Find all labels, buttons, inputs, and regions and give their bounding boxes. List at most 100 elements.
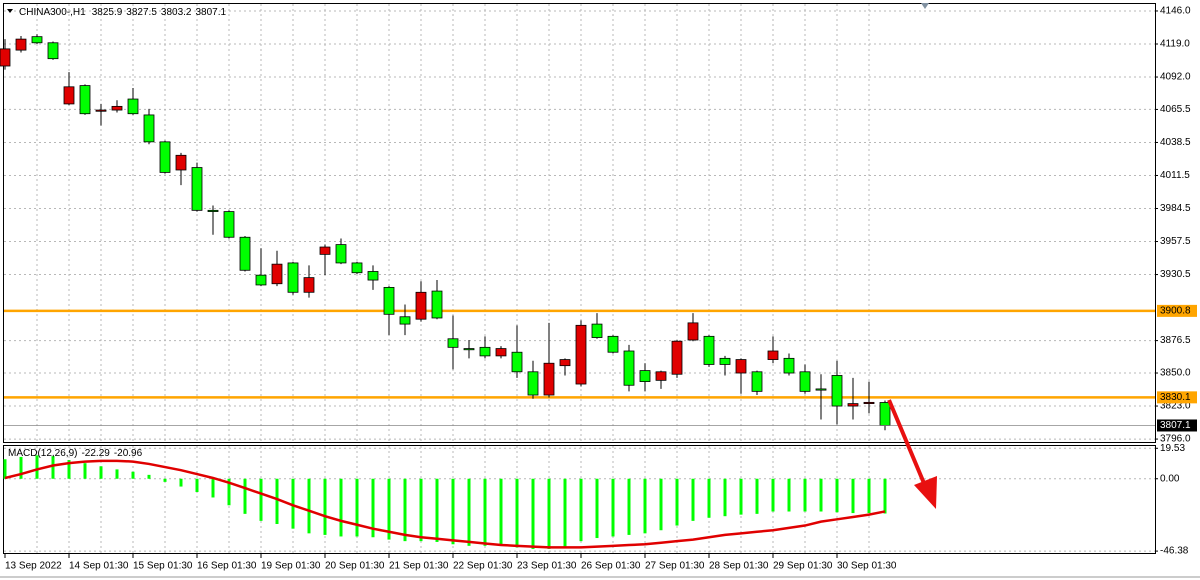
candle-body [719,357,731,365]
y-tick-label: 3796.0 [1160,434,1191,445]
macd-bar [179,478,183,487]
macd-bar [659,478,663,531]
macd-bar [515,478,519,548]
candle-body [175,154,187,171]
macd-bar [227,478,231,506]
candle-body [47,42,59,60]
macd-bar [851,478,855,514]
y-tick-label: 3876.5 [1160,335,1191,346]
y-tick-label: 3850.0 [1160,368,1191,379]
candle-body [623,350,635,386]
macd-bar [387,478,391,540]
x-tick-label: 27 Sep 01:30 [645,561,705,572]
candle-body [527,371,539,396]
x-tick-label: 20 Sep 01:30 [325,561,385,572]
candle-body [399,316,411,325]
macd-bar [451,478,455,545]
macd-bar [355,478,359,537]
macd-bar [307,478,311,534]
macd-bar [691,478,695,521]
x-tick-label: 29 Sep 01:30 [773,561,833,572]
macd-panel-border [3,445,1156,554]
y-tick-label: -46.38 [1160,546,1189,557]
macd-bar [755,478,759,514]
macd-bar [867,478,871,514]
candle-body [79,85,91,115]
candle-body [319,246,331,255]
macd-bar [739,478,743,515]
macd-bar [275,478,279,524]
x-tick-label: 22 Sep 01:30 [453,561,513,572]
macd-bar [243,478,247,514]
macd-bar [723,478,727,517]
candle-body [687,322,699,341]
level-label: 3830.1 [1160,392,1191,403]
x-tick-label: 23 Sep 01:30 [517,561,577,572]
main-panel-border [3,3,1156,443]
candle-body [271,263,283,285]
macd-bar [803,478,807,512]
shift-marker[interactable] [921,3,929,9]
candle-body [303,277,315,293]
candle-body [431,290,443,319]
candle-body [735,359,747,374]
x-tick-label: 21 Sep 01:30 [389,561,449,572]
x-tick-label: 16 Sep 01:30 [197,561,257,572]
chart-header: CHINA300-,H1 3825.9 3827.5 3803.2 3807.1 [19,7,227,18]
y-tick-label: 3957.5 [1160,236,1191,247]
y-tick-label: 4092.0 [1160,72,1191,83]
candle-body [223,211,235,238]
macd-bar [819,478,823,512]
symbol: CHINA300-,H1 [19,7,86,18]
last-price-label: 3807.1 [1160,420,1191,431]
open-value: 3825.9 [92,7,123,18]
y-tick-label: 4011.5 [1160,170,1190,181]
y-tick-label: 19.53 [1160,443,1185,454]
y-tick-label: 0.00 [1160,473,1180,484]
candle-body [751,371,763,392]
candle-body [815,388,827,391]
macd-bar [787,478,791,512]
candle-body [367,271,379,281]
macd-bar [547,478,551,549]
macd-signal-value: -20.96 [114,448,143,459]
x-tick-label: 14 Sep 01:30 [69,561,129,572]
candle-body [607,335,619,353]
macd-bar [3,459,7,479]
macd-bar [35,455,39,479]
candle-body [703,335,715,365]
candle-body [447,338,459,348]
macd-bar [195,478,199,493]
candle-body [559,359,571,367]
x-tick-label: 15 Sep 01:30 [133,561,193,572]
candle-body [847,403,859,407]
candle-body [767,350,779,360]
y-tick-label: 4038.5 [1160,137,1191,148]
y-tick-label: 4119.0 [1160,39,1190,50]
macd-bar [467,478,471,546]
high-value: 3827.5 [126,7,157,18]
level-label: 3900.8 [1160,306,1191,317]
candle-body [111,105,123,111]
last-price-box [1157,419,1197,432]
candle-body [127,98,139,115]
candle-body [671,340,683,375]
close-value: 3807.1 [195,7,226,18]
macd-bar [115,469,119,479]
macd-bar [83,463,87,479]
candle-body [783,357,795,374]
signal-line [4,459,886,549]
macd-bar [147,474,151,479]
menu-arrow[interactable] [7,9,13,13]
candle-body [239,236,251,271]
macd-bar [131,471,135,479]
candle-body [415,291,427,320]
candle-body [511,351,523,373]
macd-bar [563,478,567,548]
macd-bar [163,478,167,482]
y-tick-label: 4065.5 [1160,104,1191,115]
macd-title: MACD(12,26,9) [8,448,77,459]
macd-bar [707,478,711,518]
